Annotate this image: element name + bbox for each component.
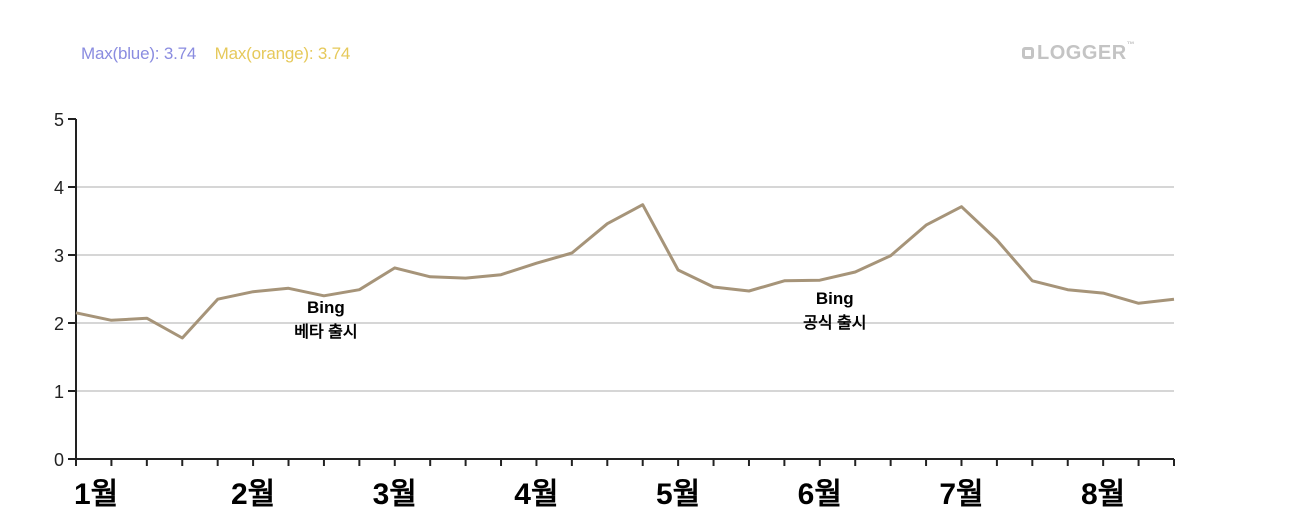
y-tick-label: 5 [54,110,64,130]
max-orange-label: Max(orange): 3.74 [214,44,351,63]
y-tick-label: 4 [54,178,64,198]
gridlines [76,186,1174,392]
max-blue-label: Max(blue): 3.74 [81,44,197,63]
y-tick-label: 1 [54,382,64,402]
annotation-subtitle: 베타 출시 [294,323,357,341]
x-tick-label: 5월 [656,478,700,511]
logo-text: LOGGER [1037,42,1127,64]
x-tick-label: 7월 [939,478,983,511]
x-tick-label: 8월 [1081,478,1125,511]
max-stats: Max(blue): 3.74 Max(orange): 3.74 [81,44,350,64]
x-tick-label: 6월 [798,478,842,511]
annotations: Bing 베타 출시 Bing 공식 출시 [294,289,866,341]
x-tick-label: 4월 [514,478,558,511]
y-tick-label: 0 [54,450,64,470]
series-line-orange [75,203,1175,340]
y-tick-label: 2 [54,314,64,334]
annotation-subtitle: 공식 출시 [803,314,866,332]
x-tick-label: 1월 [74,478,118,511]
logger-logo: LOGGER™ [1022,40,1136,65]
logo-tm: ™ [1126,40,1136,50]
logo-mark-icon [1022,47,1034,59]
y-axis-ticks: 0 1 2 3 4 5 [54,110,76,470]
annotation-title: Bing [816,289,854,308]
x-axis-ticks: 1월 2월 3월 4월 5월 6월 7월 8월 [74,459,1175,511]
y-tick-label: 3 [54,246,64,266]
axes [75,119,1174,460]
x-tick-label: 2월 [231,478,275,511]
x-tick-label: 3월 [373,478,417,511]
annotation-title: Bing [307,298,345,317]
